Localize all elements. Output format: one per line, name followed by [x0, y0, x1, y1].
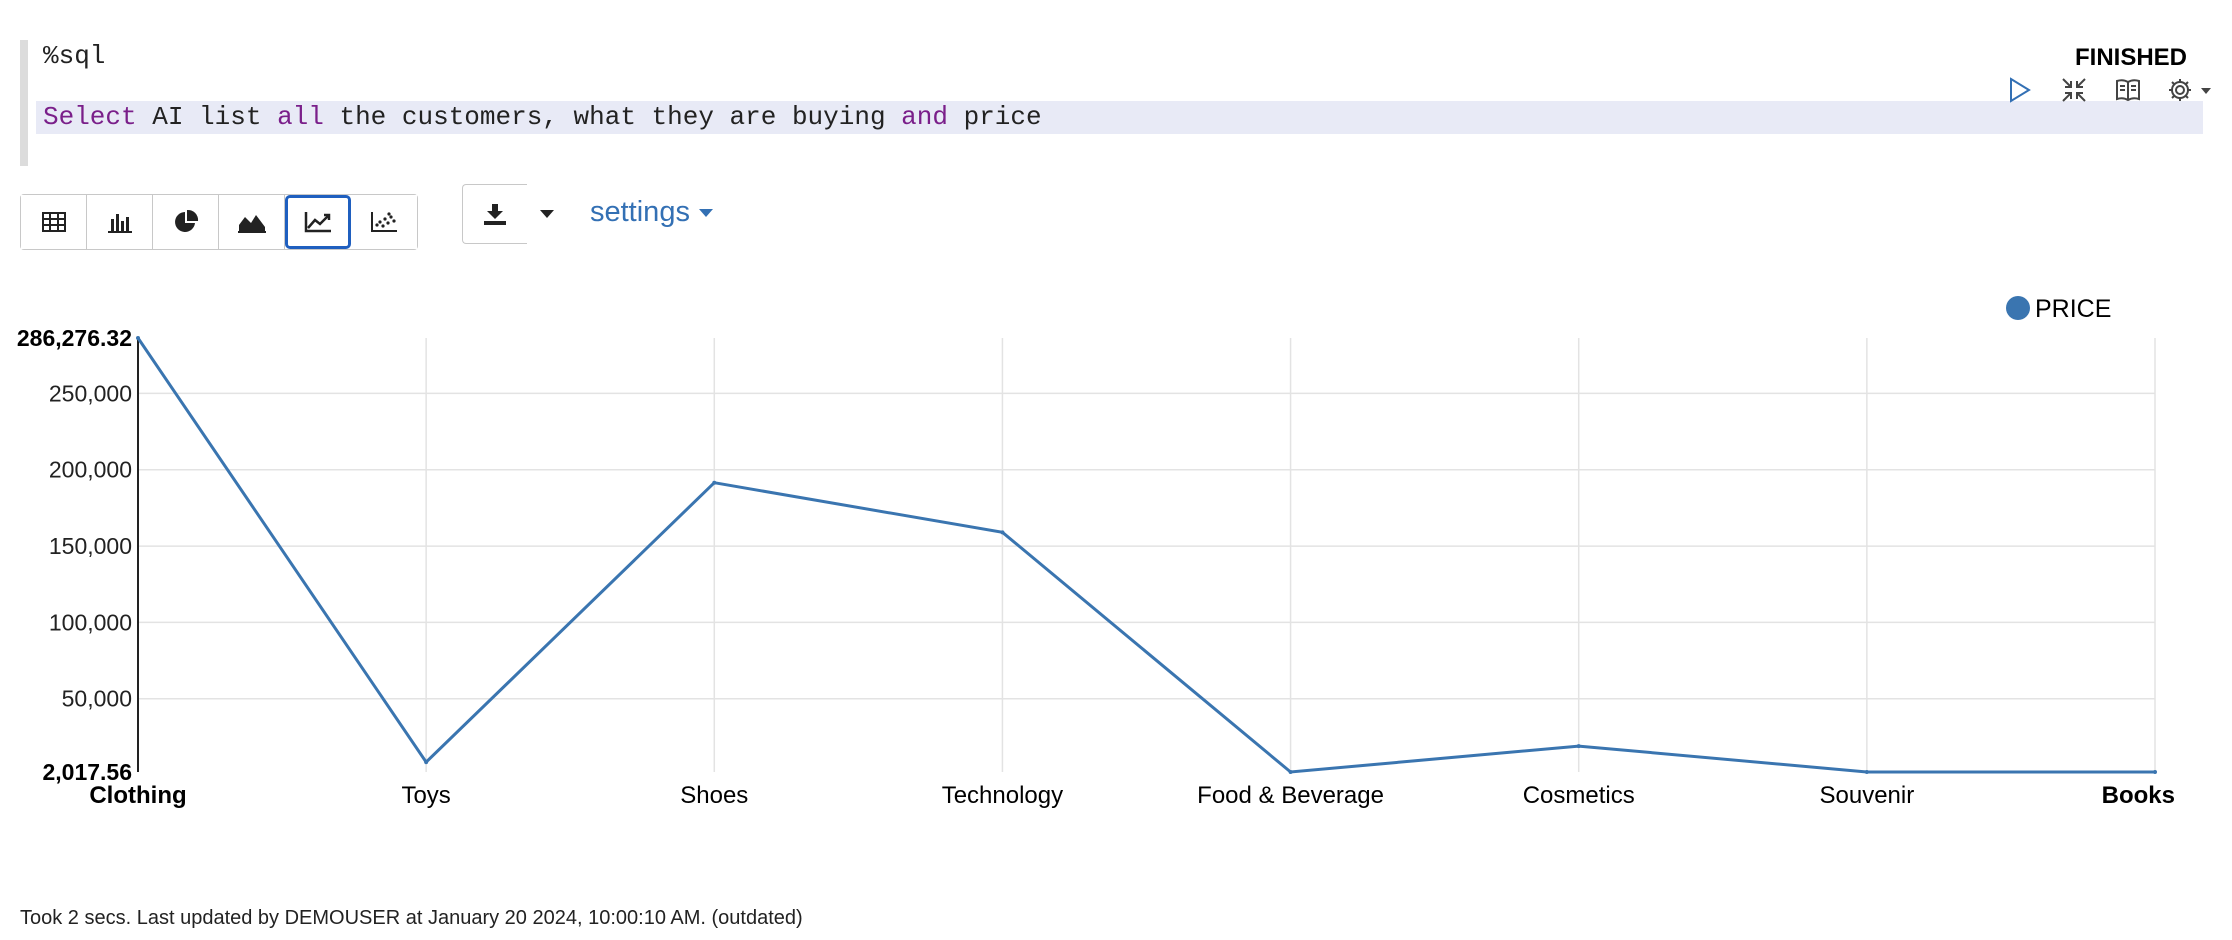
run-icon[interactable]: [2004, 74, 2036, 106]
table-icon: [41, 212, 66, 232]
data-point: [1576, 744, 1581, 749]
sql-keyword: Select: [43, 102, 137, 132]
x-tick-label: Food & Beverage: [1197, 782, 1384, 809]
x-tick-label: Shoes: [680, 782, 748, 809]
book-icon[interactable]: [2112, 74, 2144, 106]
bar-chart-icon: [107, 214, 132, 233]
data-point: [2153, 770, 2157, 774]
line-chart-button[interactable]: [285, 195, 351, 249]
paragraph-controls: [2004, 74, 2214, 106]
bar-chart-button[interactable]: [87, 195, 153, 249]
download-dropdown: [462, 184, 567, 244]
pie-chart-icon: [174, 209, 198, 232]
data-point: [1864, 770, 1869, 774]
sql-text: AI list: [136, 102, 278, 132]
download-button[interactable]: [462, 184, 527, 244]
legend-marker: [2006, 296, 2030, 320]
series-line-price: [136, 337, 2155, 774]
settings-dropdown[interactable]: settings: [590, 196, 714, 229]
y-max-label: 286,276.32: [17, 325, 132, 351]
gear-icon[interactable]: [2166, 74, 2214, 106]
y-tick-label: 150,000: [49, 533, 132, 559]
legend-label: PRICE: [2035, 295, 2111, 323]
x-tick-label: Souvenir: [1819, 782, 1914, 809]
scatter-chart-button[interactable]: [351, 195, 417, 249]
x-tick-label: Technology: [942, 782, 1063, 809]
area-chart-button[interactable]: [219, 195, 285, 249]
sql-text: the customers, what they are buying: [323, 102, 902, 132]
chevron-down-icon: [698, 208, 713, 217]
collapse-icon[interactable]: [2058, 74, 2090, 106]
sql-text: price: [947, 102, 1042, 132]
data-point: [424, 760, 429, 765]
download-icon: [484, 204, 506, 225]
x-tick-label: Books: [2102, 782, 2175, 809]
scatter-chart-icon: [371, 212, 397, 232]
data-point: [1288, 770, 1293, 774]
status-label: FINISHED: [2074, 44, 2187, 71]
run-info-footer: Took 2 secs. Last updated by DEMOUSER at…: [20, 907, 803, 929]
line-chart-icon: [304, 212, 331, 233]
sql-keyword: all: [277, 102, 324, 132]
x-tick-label: Clothing: [89, 782, 186, 809]
settings-label: settings: [590, 196, 690, 228]
y-tick-label: 100,000: [49, 609, 132, 635]
y-tick-label: 200,000: [49, 457, 132, 483]
chevron-down-icon: [540, 210, 554, 218]
y-tick-label: 50,000: [62, 686, 132, 712]
data-point: [1000, 530, 1005, 535]
data-point: [136, 336, 140, 340]
sql-keyword: and: [901, 102, 948, 132]
x-tick-label: Toys: [401, 782, 450, 809]
code-line-2[interactable]: Select AI list all the customers, what t…: [36, 101, 2203, 134]
table-view-button[interactable]: [21, 195, 87, 249]
code-line-1[interactable]: %sql: [43, 41, 106, 71]
line-chart: 50,000 100,000 150,000 200,000 250,000 286,27…: [17, 295, 2175, 809]
code-editor[interactable]: %sql Select AI list all the customers, w…: [20, 40, 2203, 166]
pie-chart-button[interactable]: [153, 195, 219, 249]
x-tick-label: Cosmetics: [1523, 782, 1635, 809]
data-point: [712, 480, 717, 485]
download-caret-button[interactable]: [527, 185, 567, 243]
area-chart-icon: [237, 215, 266, 233]
y-min-label: 2,017.56: [42, 759, 132, 785]
visualization-toolbar: [20, 194, 418, 250]
y-tick-label: 250,000: [49, 380, 132, 406]
